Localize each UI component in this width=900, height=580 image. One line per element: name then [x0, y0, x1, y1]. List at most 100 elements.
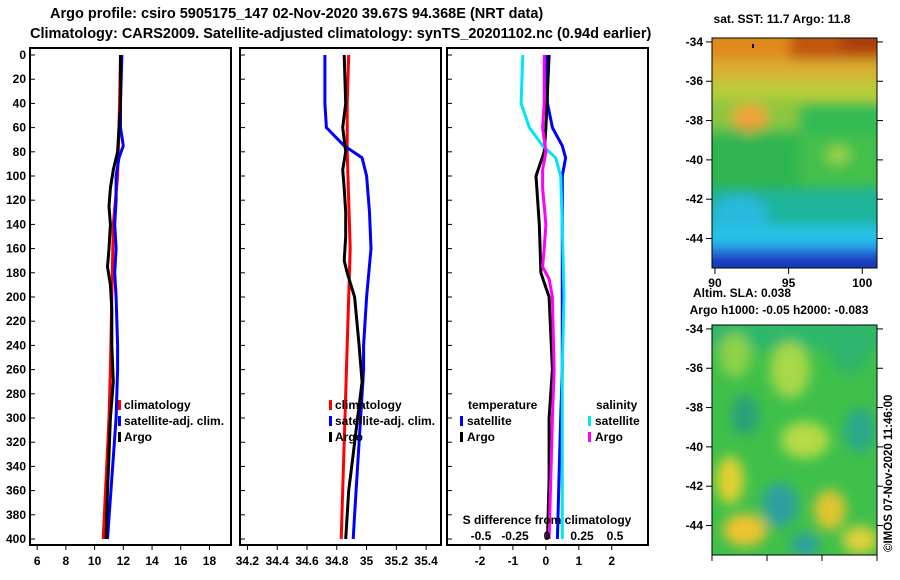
legend-swatch — [588, 432, 591, 442]
legend-label: Argo — [595, 430, 623, 444]
legend-swatch — [118, 432, 121, 442]
x-tick-label: 18 — [203, 554, 217, 568]
sst-map-y-tick-label: -34 — [686, 35, 704, 49]
x-tick-label: -1 — [508, 554, 519, 568]
sst-map-x-tick-label: 95 — [782, 276, 796, 290]
depth-tick-label: 180 — [6, 266, 26, 280]
legend-swatch — [329, 416, 332, 426]
depth-tick-label: 280 — [6, 387, 26, 401]
depth-tick-label: 320 — [6, 435, 26, 449]
legend-label: climatology — [124, 398, 191, 412]
depth-tick-label: 200 — [6, 290, 26, 304]
panel-salinity-frame — [239, 47, 442, 546]
sla-map-subtitle: Argo h1000: -0.05 h2000: -0.083 — [690, 303, 869, 317]
secondary-x-tick-label: -0.25 — [501, 529, 529, 543]
depth-tick-label: 400 — [6, 532, 26, 546]
sst-map-title: sat. SST: 11.7 Argo: 11.8 — [714, 12, 851, 26]
sst-map-y-tick-label: -36 — [686, 74, 704, 88]
legend-swatch — [118, 400, 121, 410]
sst-map — [712, 38, 877, 268]
series-difference-salinity-argo — [541, 55, 556, 540]
x-tick-label: 35.2 — [385, 554, 409, 568]
x-tick-label: 35.4 — [414, 554, 438, 568]
depth-tick-label: 380 — [6, 508, 26, 522]
title-line-1: Argo profile: csiro 5905175_147 02-Nov-2… — [50, 6, 544, 22]
sst-map-x-tick-label: 100 — [852, 276, 872, 290]
depth-tick-label: 120 — [6, 193, 26, 207]
secondary-x-tick-label: -0.5 — [471, 529, 492, 543]
legend-swatch — [118, 416, 121, 426]
legend-swatch — [460, 432, 463, 442]
legend-swatch — [329, 432, 332, 442]
series-difference-temperature-argo — [534, 54, 554, 540]
x-tick-label: 10 — [88, 554, 102, 568]
credit-text: ©IMOS 07-Nov-2020 11:46:00 — [883, 395, 895, 552]
depth-tick-label: 80 — [13, 145, 27, 159]
sst-map-y-tick-label: -38 — [686, 114, 704, 128]
sla-map-y-tick-label: -34 — [686, 322, 704, 336]
sla-map-frame — [711, 324, 878, 556]
depth-tick-label: 160 — [6, 242, 26, 256]
sst-map-y-tick-label: -40 — [686, 153, 704, 167]
sla-map-y-tick-label: -42 — [686, 479, 704, 493]
legend-swatch — [588, 416, 591, 426]
depth-tick-label: 220 — [6, 314, 26, 328]
x-tick-label: 34.4 — [266, 554, 290, 568]
x-tick-label: 0 — [543, 554, 550, 568]
series-salinity-profile-satellite-adj-clim- — [323, 55, 373, 540]
legend-swatch — [460, 416, 463, 426]
legend-swatch — [329, 400, 332, 410]
sla-map-y-tick-label: -44 — [686, 519, 704, 533]
legend-label: satellite-adj. clim. — [124, 414, 224, 428]
legend-title-temperature: temperature — [468, 398, 538, 412]
secondary-x-tick-label: 0.5 — [607, 529, 624, 543]
depth-tick-label: 60 — [13, 121, 27, 135]
sst-map-x-tick-label: 90 — [708, 276, 722, 290]
x-tick-label: 2 — [608, 554, 615, 568]
x-tick-label: 12 — [117, 554, 131, 568]
sst-map-y-tick-label: -42 — [686, 192, 704, 206]
sla-map-y-tick-label: -36 — [686, 361, 704, 375]
sst-map-frame — [711, 37, 878, 269]
depth-tick-label: 140 — [6, 217, 26, 231]
sla-map-title: Altim. SLA: 0.038 — [693, 286, 791, 300]
depth-tick-label: 340 — [6, 459, 26, 473]
title-line-2: Climatology: CARS2009. Satellite-adjuste… — [30, 26, 652, 42]
series-salinity-profile-argo — [341, 54, 364, 540]
series-temperature-profile-argo — [104, 55, 122, 540]
depth-tick-label: 260 — [6, 363, 26, 377]
depth-tick-label: 300 — [6, 411, 26, 425]
legend-label: Argo — [124, 430, 152, 444]
series-difference-salinity-satellite — [519, 54, 566, 539]
legend-title-salinity: salinity — [596, 398, 638, 412]
x-tick-label: 16 — [174, 554, 188, 568]
depth-tick-label: 100 — [6, 169, 26, 183]
sla-map-y-tick-label: -38 — [686, 401, 704, 415]
x-tick-label: 14 — [145, 554, 159, 568]
x-tick-label: 35 — [360, 554, 374, 568]
secondary-x-tick-label: 0 — [544, 529, 551, 543]
depth-tick-label: 20 — [13, 72, 27, 86]
x-tick-label: 8 — [63, 554, 70, 568]
legend-label: satellite — [467, 414, 512, 428]
x-tick-label: 1 — [575, 554, 582, 568]
sla-map-y-tick-label: -40 — [686, 440, 704, 454]
x-tick-label: 6 — [34, 554, 41, 568]
depth-tick-label: 240 — [6, 338, 26, 352]
panel-temperature-frame — [29, 47, 232, 546]
difference-title: S difference from climatology — [463, 513, 632, 527]
legend-label: Argo — [335, 430, 363, 444]
depth-tick-label: 360 — [6, 484, 26, 498]
sst-map-y-tick-label: -44 — [686, 232, 704, 246]
depth-tick-label: 0 — [19, 48, 26, 62]
depth-tick-label: 40 — [13, 96, 27, 110]
legend-label: satellite — [595, 414, 640, 428]
x-tick-label: 34.8 — [325, 554, 349, 568]
x-tick-label: 34.6 — [295, 554, 319, 568]
x-tick-label: 34.2 — [236, 554, 260, 568]
x-tick-label: -2 — [475, 554, 486, 568]
series-temperature-profile-satellite-adj-clim- — [106, 54, 125, 540]
sla-map — [712, 325, 877, 555]
legend-label: Argo — [467, 430, 495, 444]
